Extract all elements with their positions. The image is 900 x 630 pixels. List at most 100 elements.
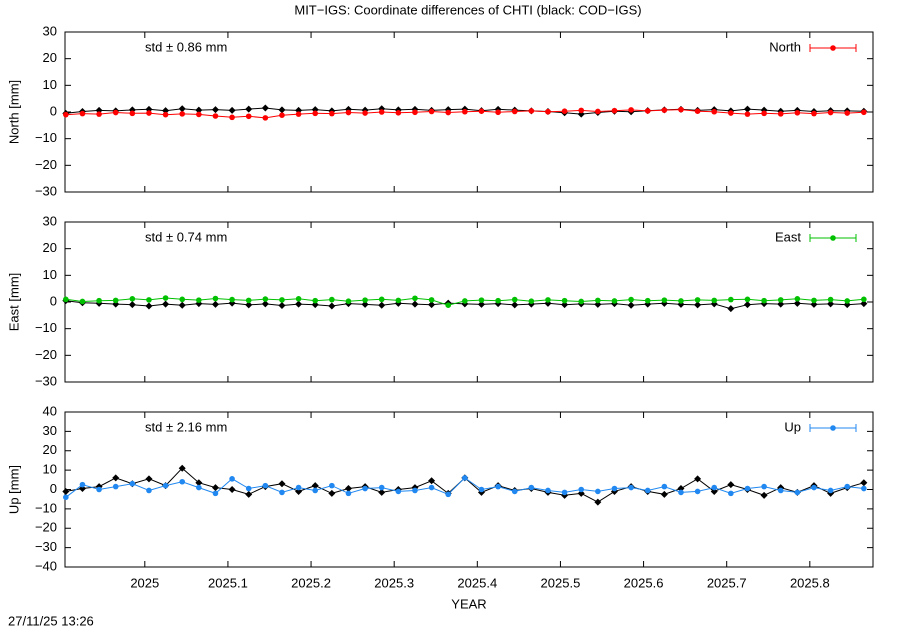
data-point	[661, 483, 668, 490]
y-tick-label: 20	[43, 50, 57, 65]
data-point	[262, 115, 269, 121]
data-point	[860, 479, 868, 487]
x-tick-label: 2025	[130, 575, 159, 590]
data-point	[578, 486, 585, 493]
data-point	[495, 297, 501, 304]
data-point	[229, 476, 235, 482]
data-point	[179, 111, 186, 117]
data-point	[345, 109, 352, 116]
data-point	[743, 105, 751, 113]
data-point	[860, 300, 868, 308]
data-point	[777, 297, 784, 303]
data-point	[262, 296, 269, 302]
data-point	[96, 111, 102, 117]
data-point	[811, 297, 817, 304]
data-point	[462, 108, 468, 115]
y-tick-label: 0	[50, 293, 57, 308]
data-point	[627, 301, 635, 309]
data-point	[727, 305, 735, 313]
data-point	[744, 296, 751, 303]
data-point	[112, 109, 119, 116]
data-point	[611, 107, 618, 114]
data-point	[228, 486, 236, 493]
data-point	[611, 485, 618, 492]
data-point	[96, 486, 102, 493]
data-point	[362, 297, 368, 303]
plot-frame	[64, 221, 874, 383]
y-tick-label: −40	[35, 558, 57, 573]
data-point	[761, 483, 767, 490]
data-point	[445, 302, 452, 309]
data-point	[196, 484, 202, 491]
data-point	[129, 480, 136, 487]
data-point	[179, 478, 186, 485]
data-point	[211, 106, 219, 114]
data-point	[312, 297, 319, 304]
data-point	[245, 485, 252, 492]
data-point	[279, 297, 285, 303]
data-point	[794, 489, 801, 496]
data-point	[311, 482, 319, 490]
data-point	[462, 475, 468, 481]
data-point	[528, 484, 535, 491]
data-point	[678, 298, 684, 304]
data-point	[561, 301, 569, 309]
data-point	[344, 485, 352, 493]
y-tick-label: 20	[43, 240, 57, 255]
data-point	[146, 110, 152, 116]
data-point	[478, 297, 485, 303]
data-point	[861, 109, 867, 116]
data-point	[395, 110, 402, 116]
data-point	[445, 491, 452, 498]
y-tick-label: 10	[43, 77, 57, 92]
data-point	[295, 296, 302, 302]
data-point	[178, 464, 186, 472]
x-tick-label: 2025.8	[790, 575, 830, 590]
data-point	[711, 297, 718, 304]
data-point	[678, 489, 684, 496]
data-point	[196, 111, 202, 118]
data-point	[777, 487, 784, 494]
data-point	[229, 296, 235, 303]
data-point	[628, 296, 634, 303]
data-point	[345, 298, 352, 305]
y-tick-label: −30	[35, 183, 57, 198]
data-point	[827, 487, 834, 494]
data-point	[329, 482, 335, 489]
data-point	[644, 297, 651, 304]
data-point	[79, 481, 86, 488]
timestamp: 27/11/25 13:26	[8, 613, 94, 628]
data-point	[128, 301, 136, 309]
data-point	[711, 108, 718, 115]
y-tick-label: −20	[35, 157, 57, 172]
data-point	[96, 297, 102, 304]
legend-label: Up	[784, 419, 801, 434]
data-point	[827, 109, 834, 116]
data-point	[478, 486, 485, 493]
data-point	[661, 297, 668, 303]
data-point	[228, 106, 236, 114]
x-tick-label: 2025.3	[374, 575, 414, 590]
data-point	[428, 297, 435, 303]
data-point	[229, 114, 235, 121]
data-point	[162, 300, 170, 308]
data-point	[162, 107, 170, 115]
data-point	[63, 296, 69, 303]
data-point	[545, 108, 551, 115]
data-point	[545, 297, 551, 303]
y-tick-label: 10	[43, 267, 57, 282]
y-axis-label: North [mm]	[6, 80, 21, 144]
data-point	[112, 297, 119, 304]
y-tick-label: −30	[35, 539, 57, 554]
data-point	[511, 488, 518, 495]
data-point	[395, 488, 402, 495]
data-point	[810, 300, 818, 308]
data-point	[793, 299, 801, 307]
data-point	[428, 108, 435, 115]
data-point	[328, 302, 336, 310]
data-point	[761, 110, 767, 117]
data-point	[112, 483, 119, 490]
data-point	[279, 112, 285, 118]
data-point	[445, 109, 452, 116]
x-tick-label: 2025.6	[624, 575, 664, 590]
